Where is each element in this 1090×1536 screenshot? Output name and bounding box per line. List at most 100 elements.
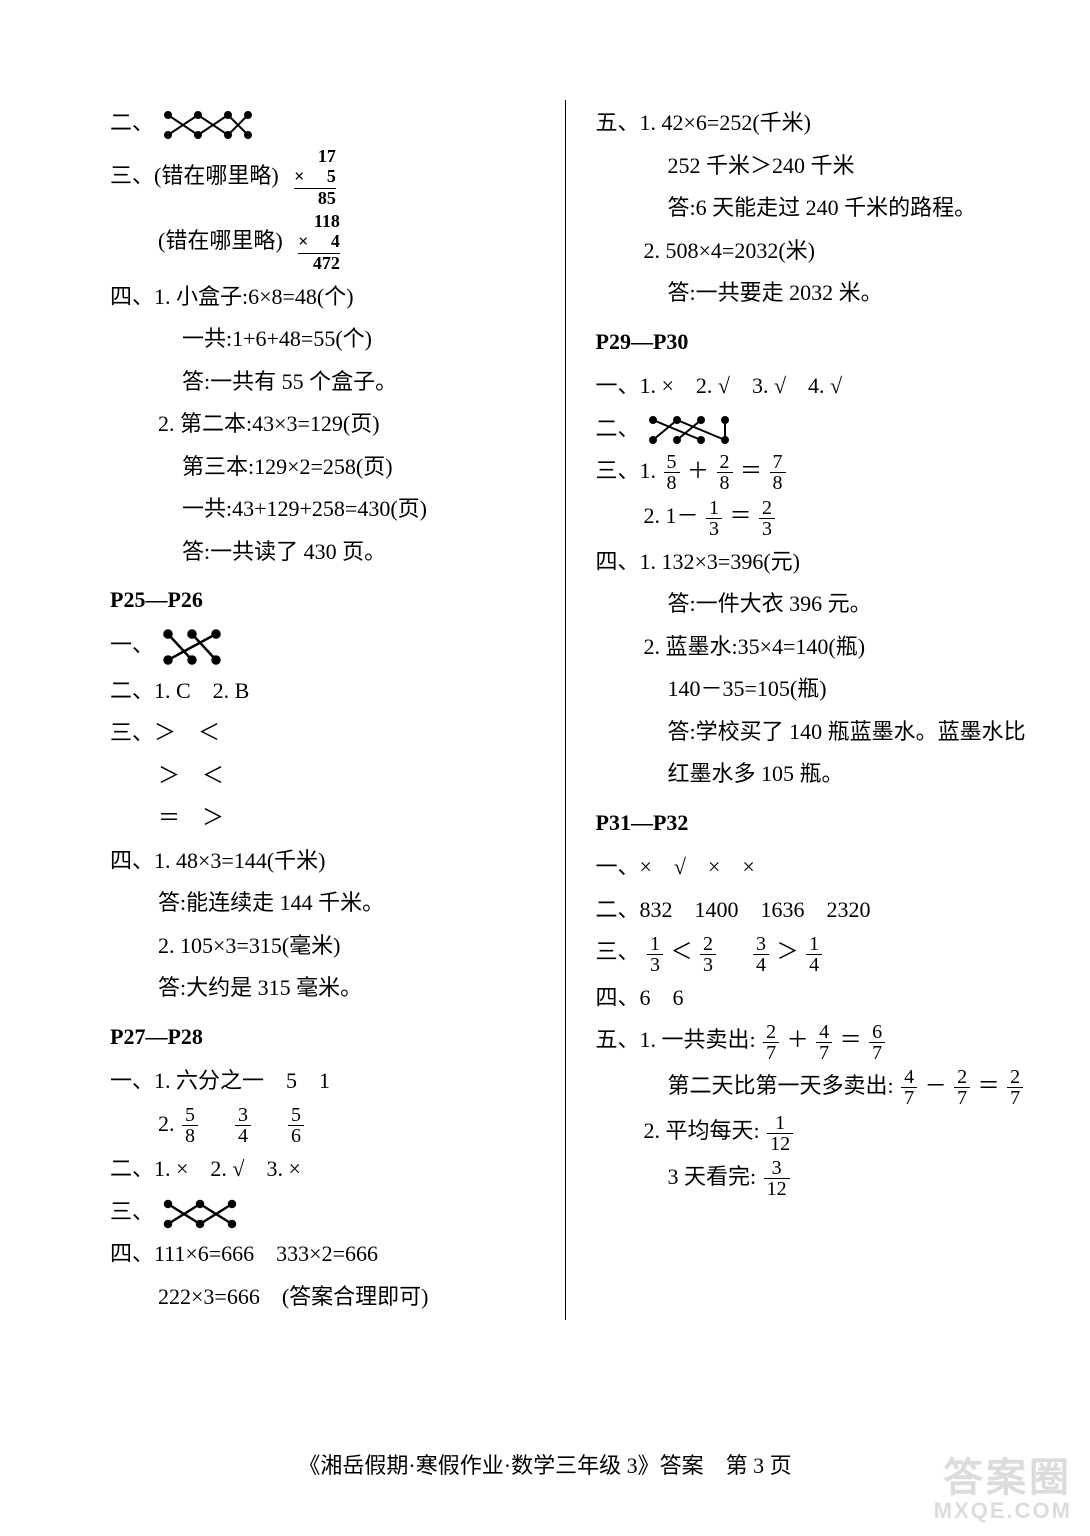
fraction: 58 [182,1105,198,1146]
denominator: 7 [954,1088,970,1108]
fraction: 312 [764,1158,790,1199]
fraction: 78 [770,452,786,493]
label: 二、 [110,110,154,135]
text: 答:学校买了 140 瓶蓝墨水。蓝墨水比 [668,719,1026,744]
vertical-multiplication: 118 × 4 472 [298,212,340,273]
numerator: 3 [235,1105,251,1126]
line: 2. 1－ 13 ＝ 23 [596,497,1031,538]
line: 二、 [110,104,545,143]
denominator: 4 [235,1126,251,1146]
line: 2. 平均每天: 112 [596,1112,1031,1153]
op-eq: ＝ [740,458,762,483]
mult-bot: 85 [294,189,336,209]
cross-diagram-icon [160,107,256,143]
label: 一、 [110,632,154,657]
text: 第二天比第一天多卖出: [668,1073,894,1098]
line: 二、 [596,410,1031,449]
line: 2. 508×4=2032(米) [596,232,1031,271]
denominator: 12 [767,1134,793,1154]
text: 140－35=105(瓶) [668,676,827,701]
line: 三、1. 58 ＋ 28 ＝ 78 [596,452,1031,493]
text: 第三本:129×2=258(页) [182,454,393,479]
numerator: 1 [767,1113,793,1134]
text: 2. 第二本:43×3=129(页) [158,411,380,436]
text: 二、1. C 2. B [110,678,249,703]
right-column: 五、1. 42×6=252(千米) 252 千米＞240 千米 答:6 天能走过… [565,100,1031,1320]
line: 2. 105×3=315(毫米) [110,927,545,966]
text: 一共:1+6+48=55(个) [182,326,372,351]
fraction: 23 [700,934,716,975]
line: 一、× √ × × [596,848,1031,887]
denominator: 3 [706,519,722,539]
numerator: 2 [1007,1067,1023,1088]
text: ＞ ＜ [158,763,224,788]
label: 二、 [596,416,640,441]
fraction: 58 [664,452,680,493]
cross-diagram-icon [645,413,735,447]
denominator: 7 [1007,1088,1023,1108]
text: 四、1. 48×3=144(千米) [110,848,325,873]
gap [206,1111,228,1136]
numerator: 2 [763,1022,779,1043]
numerator: 1 [806,934,822,955]
text: 五、1. 42×6=252(千米) [596,110,811,135]
numerator: 2 [700,934,716,955]
numerator: 5 [664,452,680,473]
text: 2. 平均每天: [644,1118,760,1143]
line: 答:一件大衣 396 元。 [596,585,1031,624]
text: 答:6 天能走过 240 千米的路程。 [668,195,977,220]
text: 2. 蓝墨水:35×4=140(瓶) [644,634,866,659]
numerator: 2 [954,1067,970,1088]
numerator: 3 [753,934,769,955]
denominator: 7 [869,1043,885,1063]
text: 答:一共有 55 个盒子。 [182,369,397,394]
page-columns: 二、 三、(错在哪里略) 17 × 5 85 (错在哪里略) [0,0,1090,1360]
denominator: 4 [806,955,822,975]
text: 3 天看完: [668,1164,757,1189]
text: 一共:43+129+258=430(页) [182,496,427,521]
line: ＞ ＜ [110,757,545,796]
line: 答:大约是 315 毫米。 [110,969,545,1008]
line: 红墨水多 105 瓶。 [596,755,1031,794]
denominator: 3 [700,955,716,975]
line: 252 千米＞240 千米 [596,147,1031,186]
text: 2. 508×4=2032(米) [644,238,815,263]
text: 三、(错在哪里略) [110,163,279,188]
line: 答:一共读了 430 页。 [110,533,545,572]
page-footer: 《湘岳假期·寒假作业·数学三年级 3》答案 第 3 页 [0,1448,1090,1480]
line: 222×3=666 (答案合理即可) [110,1278,545,1317]
text: 一、1. × 2. √ 3. √ 4. √ [596,373,843,398]
denominator: 7 [763,1043,779,1063]
line: 2. 第二本:43×3=129(页) [110,405,545,444]
section-heading: P25—P26 [110,581,545,620]
line: 四、111×6=666 333×2=666 [110,1235,545,1274]
line: 三、 [110,1193,545,1232]
text: ＝ ＞ [158,805,224,830]
denominator: 7 [816,1043,832,1063]
mult-top: 17 [294,147,336,167]
line: 二、1. C 2. B [110,672,545,711]
op-plus: ＋ [787,1027,809,1052]
line: 答:一共要走 2032 米。 [596,274,1031,313]
cross-diagram-icon [160,1198,250,1230]
section-heading: P31—P32 [596,804,1031,843]
text: 红墨水多 105 瓶。 [668,761,844,786]
numerator: 3 [764,1158,790,1179]
denominator: 3 [647,955,663,975]
numerator: 2 [759,498,775,519]
text: 三、 [596,939,640,964]
line: 第三本:129×2=258(页) [110,448,545,487]
line: 3 天看完: 312 [596,1158,1031,1199]
watermark-line2: MXQE.COM [934,1499,1072,1522]
fraction: 14 [806,934,822,975]
denominator: 8 [770,473,786,493]
line: 2. 蓝墨水:35×4=140(瓶) [596,628,1031,667]
line: 2. 58 34 56 [110,1105,545,1146]
text: 一、1. 六分之一 5 1 [110,1068,330,1093]
denominator: 4 [753,955,769,975]
mult-mid: × 5 [294,167,336,189]
op-eq: ＝ [840,1027,862,1052]
line: 140－35=105(瓶) [596,670,1031,709]
fraction: 27 [763,1022,779,1063]
fraction: 27 [954,1067,970,1108]
